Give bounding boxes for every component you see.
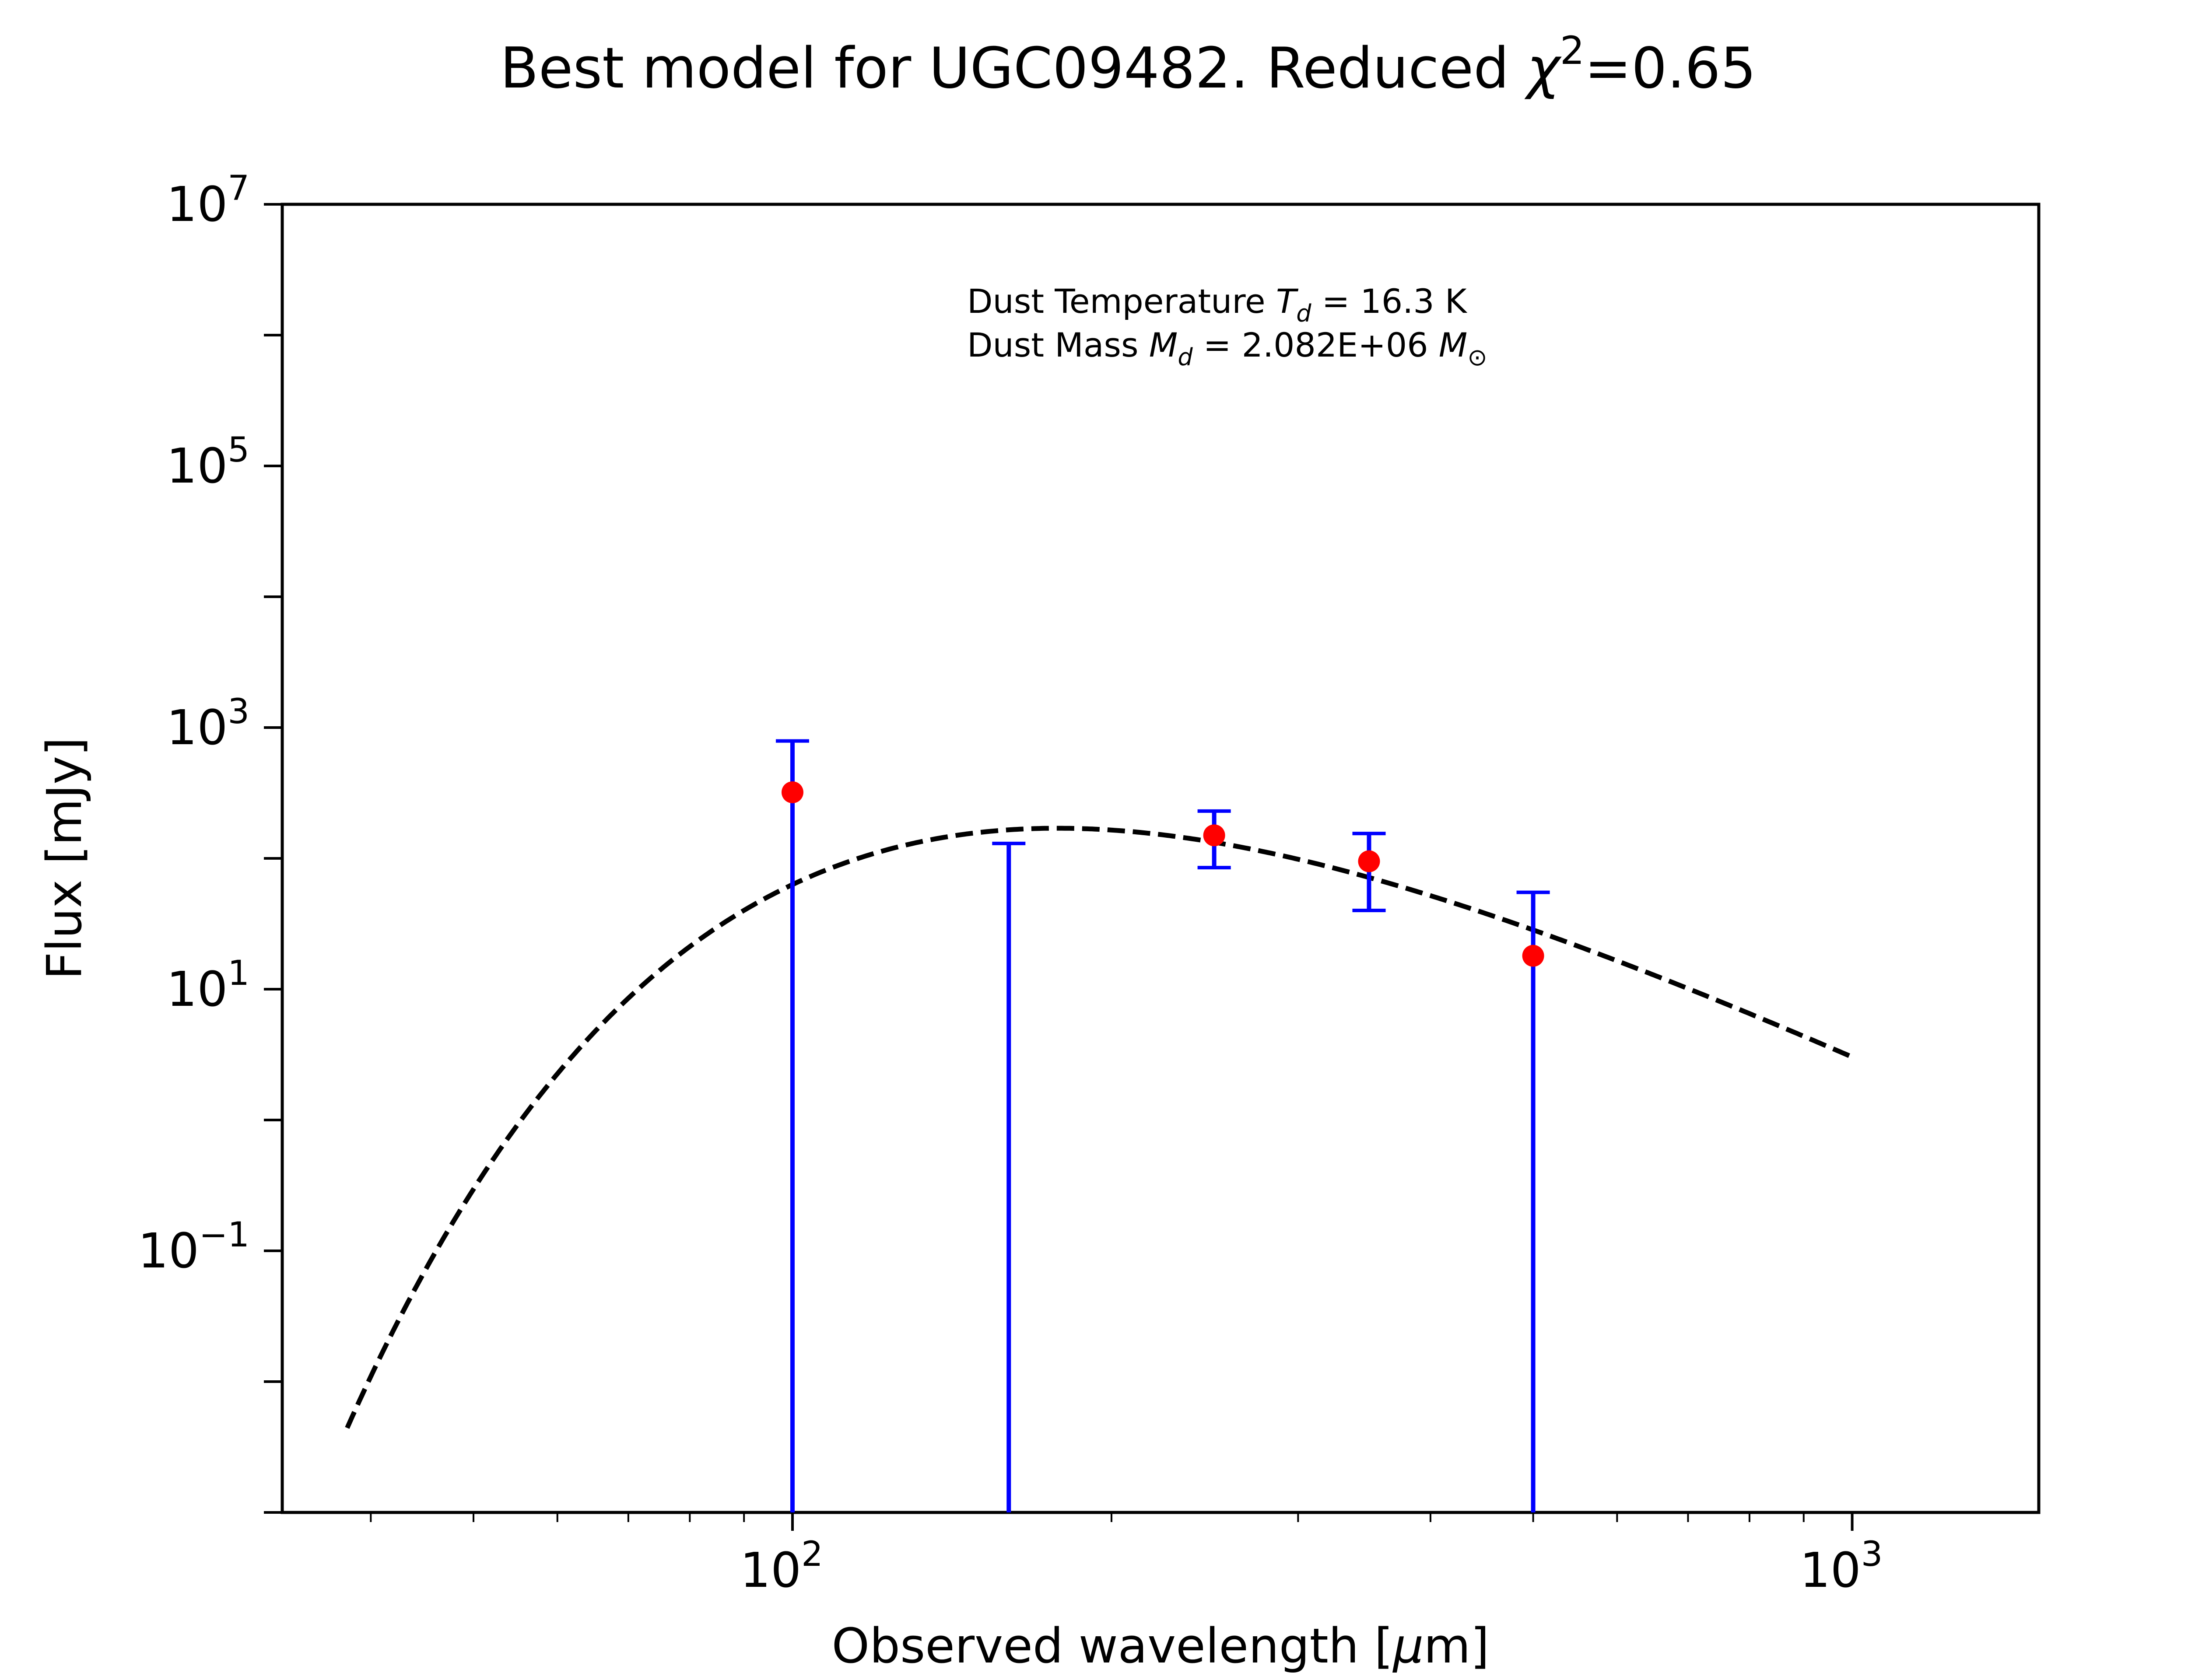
title-prefix: Best model for UGC09482. Reduced xyxy=(500,36,1527,101)
model-layer xyxy=(345,826,1853,1429)
title-suffix: =0.65 xyxy=(1585,36,1756,101)
y-tick-label: 105 xyxy=(166,430,249,494)
x-tick-label: 102 xyxy=(740,1535,823,1598)
data-point xyxy=(1203,824,1225,847)
chart-title: Best model for UGC09482. Reduced χ2=0.65 xyxy=(500,28,1756,101)
y-axis-ticks: 107 105 103 101 10−1 xyxy=(138,169,282,1514)
y-tick-label: 103 xyxy=(166,692,249,756)
data-point xyxy=(1358,850,1380,872)
data-point xyxy=(1522,945,1544,967)
y-tick-label: 10−1 xyxy=(138,1215,249,1279)
plot-frame xyxy=(281,203,2041,1514)
model-curve xyxy=(345,826,1853,1429)
annotation-mass: Dust Mass Md = 2.082E+06 M⊙ xyxy=(967,326,1487,371)
y-axis-label: Flux [mJy] xyxy=(36,737,92,980)
x-axis-ticks: 102 103 xyxy=(370,1512,1883,1598)
x-tick-label: 103 xyxy=(1800,1535,1883,1598)
title-chi: χ xyxy=(1524,36,1562,101)
errorbar-layer xyxy=(775,739,1550,1512)
data-point xyxy=(781,781,803,803)
x-axis-label: Observed wavelength [μm] xyxy=(832,1618,1490,1674)
y-tick-label: 101 xyxy=(166,954,249,1017)
annotation-temperature: Dust Temperature Td = 16.3 K xyxy=(967,282,1468,327)
point-layer xyxy=(781,781,1544,967)
y-tick-label: 107 xyxy=(166,169,249,232)
title-chi-exponent: 2 xyxy=(1560,28,1585,73)
